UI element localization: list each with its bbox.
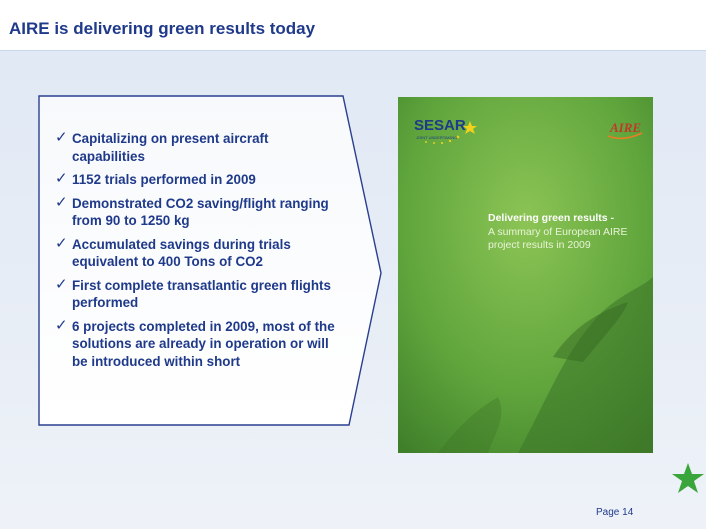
check-icon: ✓ <box>55 275 68 293</box>
bullet-text: 6 projects completed in 2009, most of th… <box>72 318 335 369</box>
bullet-item: ✓ 1152 trials performed in 2009 <box>55 170 345 189</box>
cover-logo-sesar: SESAR <box>414 117 466 134</box>
star-icon <box>463 121 477 134</box>
check-icon: ✓ <box>55 193 68 211</box>
star-icon <box>425 135 460 145</box>
bullet-text: Demonstrated CO2 saving/flight ranging f… <box>72 195 329 229</box>
bullet-item: ✓ First complete transatlantic green fli… <box>55 275 345 312</box>
bullet-item: ✓ 6 projects completed in 2009, most of … <box>55 316 345 371</box>
bullet-text: First complete transatlantic green fligh… <box>72 277 331 311</box>
cover-heading: Delivering green results - <box>488 212 615 224</box>
cover-subtitle-line: A summary of European AIRE <box>488 226 627 238</box>
cover-logo-aire: AIRE <box>609 120 641 135</box>
check-icon: ✓ <box>55 234 68 252</box>
bullet-text: 1152 trials performed in 2009 <box>72 172 256 187</box>
bullet-text: Capitalizing on present aircraft capabil… <box>72 131 269 164</box>
report-cover-image: SESAR JOINT UNDERTAKING AIRE Delivering … <box>398 97 653 453</box>
check-icon: ✓ <box>55 170 68 187</box>
page-number: Page 14 <box>596 507 634 518</box>
check-icon: ✓ <box>55 316 68 334</box>
slide-title: AIRE is delivering green results today <box>9 19 316 38</box>
aire-swoosh-icon <box>607 132 643 140</box>
shadow-silhouette <box>518 277 653 453</box>
bullet-item: ✓ Accumulated savings during trials equi… <box>55 234 345 271</box>
bullet-item: ✓ Capitalizing on present aircraft capab… <box>55 129 345 165</box>
shadow-silhouette <box>553 302 628 362</box>
bullet-list: ✓ Capitalizing on present aircraft capab… <box>55 129 345 376</box>
check-icon: ✓ <box>55 129 68 146</box>
bullet-text: Accumulated savings during trials equiva… <box>72 236 291 270</box>
title-bar: AIRE is delivering green results today <box>0 0 706 51</box>
shadow-silhouette <box>438 397 502 453</box>
cover-logo-sesar-sub: JOINT UNDERTAKING <box>416 135 457 140</box>
cover-subtitle-line: project results in 2009 <box>488 239 591 251</box>
star-icon <box>672 463 704 493</box>
bullet-item: ✓ Demonstrated CO2 saving/flight ranging… <box>55 193 345 230</box>
report-cover-art: SESAR JOINT UNDERTAKING AIRE Delivering … <box>398 97 653 453</box>
